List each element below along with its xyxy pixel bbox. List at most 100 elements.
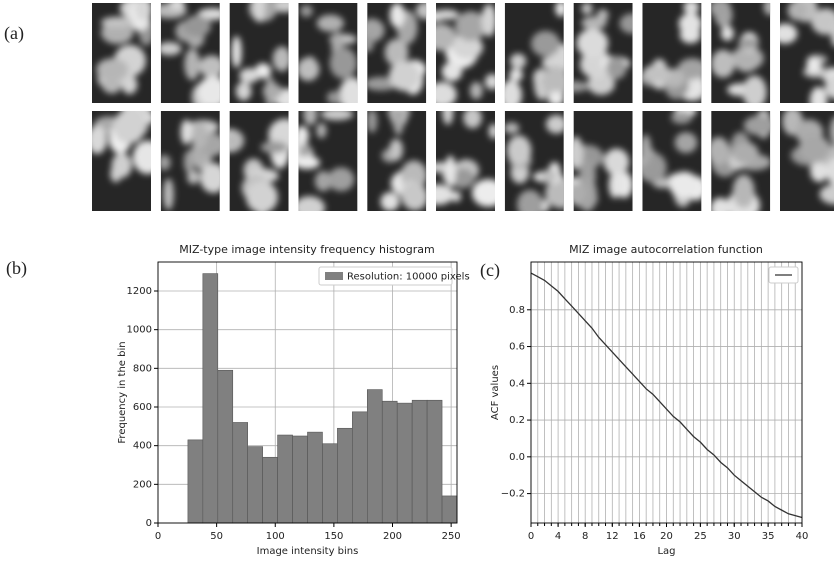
blob xyxy=(603,148,630,176)
plot-frame xyxy=(530,261,803,524)
blob xyxy=(531,30,561,57)
image-tile xyxy=(298,111,358,211)
blob xyxy=(733,48,760,73)
blob xyxy=(183,150,195,174)
blob xyxy=(576,28,609,58)
blob xyxy=(510,53,527,69)
tile-blobs xyxy=(711,111,771,211)
blob xyxy=(683,3,700,15)
image-tile xyxy=(436,3,495,103)
tile-blobs xyxy=(160,119,220,211)
x-tick-label: 50 xyxy=(210,531,223,542)
x-tick-label: 16 xyxy=(633,531,646,542)
blob xyxy=(160,154,171,171)
y-tick-label: 600 xyxy=(133,402,152,413)
bar xyxy=(307,431,323,524)
blob xyxy=(160,42,182,56)
blob xyxy=(132,140,151,175)
blob xyxy=(316,14,345,32)
tile-blobs xyxy=(298,111,355,211)
bar xyxy=(232,422,248,524)
blob xyxy=(303,111,318,126)
blob xyxy=(545,114,564,134)
image-tile xyxy=(436,111,495,211)
blob xyxy=(732,142,759,165)
blob xyxy=(481,3,495,37)
blob xyxy=(452,35,484,60)
tile-blobs xyxy=(160,3,220,103)
blob xyxy=(298,156,320,170)
blob xyxy=(272,46,289,72)
x-tick-label: 4 xyxy=(555,531,561,542)
tile-blobs xyxy=(780,3,834,103)
blob xyxy=(454,11,487,42)
plot-frame xyxy=(157,261,458,524)
image-tile xyxy=(160,111,220,211)
blob xyxy=(573,81,590,93)
blob xyxy=(187,170,200,185)
blob xyxy=(135,3,151,21)
blob xyxy=(110,165,122,183)
blob xyxy=(516,189,543,211)
bar xyxy=(292,435,308,524)
blob xyxy=(436,9,459,20)
blob xyxy=(92,125,108,154)
image-tile xyxy=(780,111,834,211)
blob xyxy=(488,123,495,139)
bar xyxy=(262,456,278,524)
tile-blobs xyxy=(504,114,564,211)
x-tick-label: 35 xyxy=(762,531,775,542)
blob xyxy=(669,171,699,199)
blob xyxy=(298,196,325,211)
image-tile xyxy=(504,111,564,211)
bar xyxy=(322,443,338,524)
blob xyxy=(608,172,622,199)
bar xyxy=(426,399,443,524)
tile-blobs xyxy=(436,3,495,103)
blob xyxy=(239,68,260,83)
bar xyxy=(352,411,368,524)
blob xyxy=(326,90,342,103)
blob xyxy=(200,162,220,194)
blob xyxy=(384,38,409,67)
tile-blobs xyxy=(711,3,771,103)
tile-blobs xyxy=(504,3,564,103)
blob xyxy=(830,20,834,47)
bar xyxy=(441,495,458,524)
legend-label: Resolution: 10000 pixels xyxy=(347,272,470,283)
blob xyxy=(763,3,771,16)
image-tile xyxy=(92,3,151,103)
blob xyxy=(252,3,266,23)
image-tile xyxy=(711,111,771,211)
blob xyxy=(811,8,834,35)
image-tile xyxy=(229,3,289,103)
blob xyxy=(798,135,831,162)
blob xyxy=(197,76,220,103)
blob xyxy=(445,155,456,187)
blob xyxy=(367,111,378,133)
blob xyxy=(436,23,457,51)
tile-blobs xyxy=(298,5,358,103)
blob xyxy=(316,122,327,139)
blob xyxy=(389,138,403,161)
bar xyxy=(396,402,413,524)
blob xyxy=(442,111,454,125)
blob xyxy=(509,68,523,82)
blob xyxy=(367,36,374,53)
tile-blobs xyxy=(367,111,427,211)
y-axis-label: ACF values xyxy=(490,365,501,420)
blob xyxy=(245,181,278,211)
bar xyxy=(217,369,234,524)
image-tile xyxy=(92,111,151,211)
x-tick-label: 0 xyxy=(528,531,534,542)
blob xyxy=(829,117,834,145)
blob xyxy=(711,49,735,78)
bar xyxy=(337,427,353,524)
blob xyxy=(573,183,587,203)
chart-title: MIZ-type image intensity frequency histo… xyxy=(179,243,435,256)
x-tick-label: 12 xyxy=(606,531,619,542)
y-tick-label: −0.2 xyxy=(501,489,525,500)
blob xyxy=(471,179,495,207)
x-tick-label: 150 xyxy=(324,531,343,542)
y-tick-label: 0 xyxy=(146,518,152,529)
